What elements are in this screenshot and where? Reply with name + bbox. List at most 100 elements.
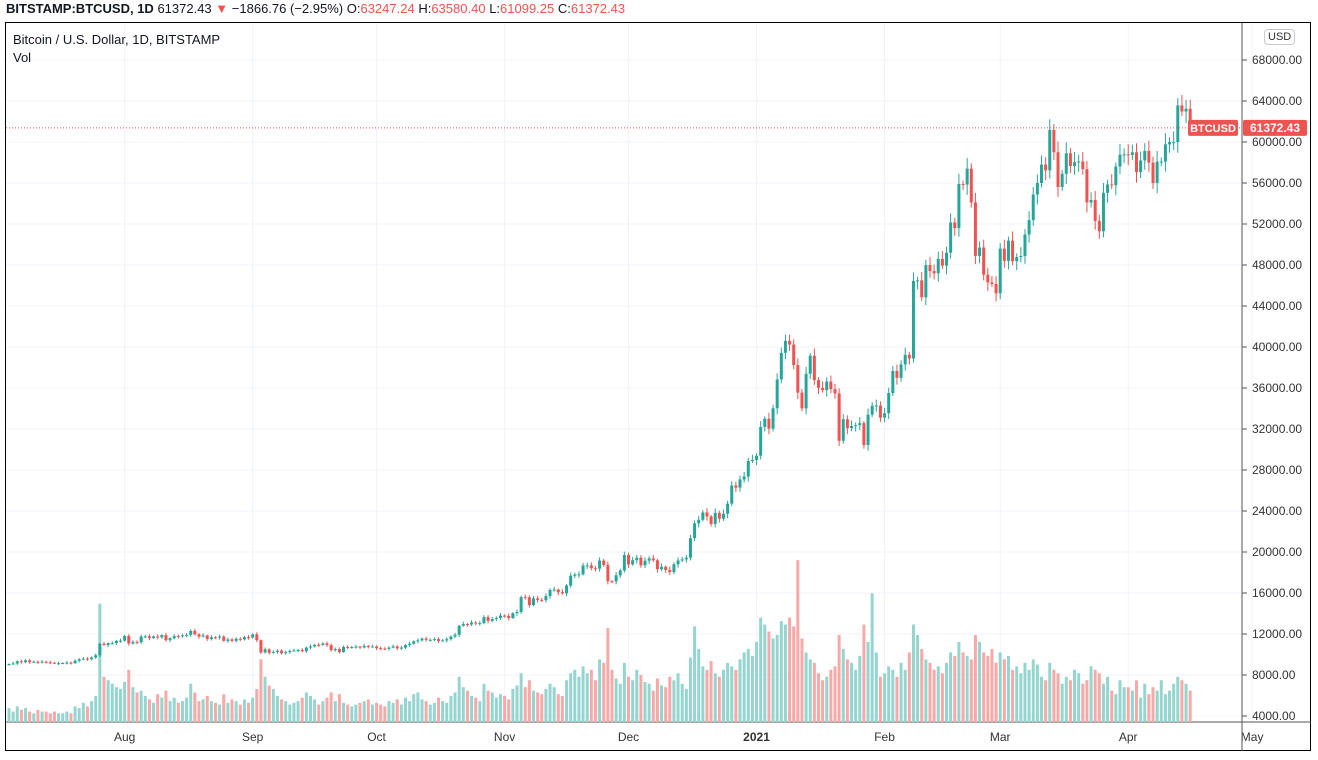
candle	[598, 557, 602, 572]
candle-body	[218, 636, 222, 638]
volume-bar	[1118, 680, 1122, 722]
candle-body	[895, 370, 899, 378]
candle-body	[627, 555, 630, 565]
candle	[684, 554, 688, 563]
volume-bar	[928, 662, 932, 722]
symbol-name: BITSTAMP:BTCUSD, 1D	[6, 1, 154, 16]
candle-body	[507, 615, 511, 619]
volume-bar	[102, 676, 106, 722]
volume-bar	[465, 690, 469, 722]
candle-body	[77, 659, 81, 661]
candle	[895, 364, 899, 385]
candle-body	[672, 564, 676, 573]
candle	[1151, 156, 1155, 190]
candle	[907, 351, 911, 365]
candle	[1040, 155, 1043, 188]
candle	[275, 649, 279, 654]
candle	[705, 508, 709, 521]
candle-body	[916, 280, 920, 282]
volume-bar	[259, 659, 263, 722]
volume-label: Vol	[13, 50, 32, 65]
volume-bar	[85, 706, 89, 722]
candle-body	[1048, 129, 1052, 171]
volume-bar	[28, 711, 32, 722]
volume-bar	[420, 699, 424, 722]
candle-body	[15, 661, 19, 664]
volume-bar	[52, 711, 56, 722]
candle-body	[490, 619, 494, 621]
candle-body	[333, 649, 337, 651]
volume-bar	[878, 676, 882, 722]
candle	[1027, 211, 1031, 243]
volume-bar	[461, 687, 465, 722]
volume-bar	[883, 673, 887, 722]
candle-body	[32, 661, 36, 663]
volume-bar	[1015, 666, 1019, 722]
candle	[957, 173, 961, 237]
candle-body	[548, 589, 552, 597]
volume-bar	[288, 704, 292, 722]
candle-body	[750, 459, 754, 461]
candle-body	[28, 660, 32, 663]
candle	[779, 347, 783, 384]
candle	[664, 565, 668, 573]
x-tick-label: May	[1241, 730, 1264, 744]
volume-bar	[907, 652, 911, 722]
volume-bar	[391, 702, 395, 722]
candle-body	[441, 640, 445, 642]
candle	[845, 415, 849, 435]
volume-bar	[147, 699, 151, 722]
volume-bar	[808, 659, 812, 722]
volume-bar	[325, 697, 329, 722]
candle	[560, 589, 564, 595]
candle	[383, 647, 387, 651]
volume-bar	[370, 704, 374, 722]
candle-body	[342, 646, 346, 653]
candle	[614, 572, 618, 585]
candle-body	[668, 569, 672, 573]
candle-body	[854, 425, 858, 427]
volume-bar	[156, 694, 160, 722]
candle-body	[98, 643, 102, 656]
candle	[453, 632, 457, 639]
candle	[284, 650, 288, 655]
candle-body	[296, 649, 300, 651]
candle-body	[1031, 194, 1035, 221]
candle-body	[317, 644, 321, 646]
candle-body	[1139, 160, 1143, 173]
candle-body	[870, 405, 874, 415]
candle-body	[337, 649, 341, 653]
candle	[990, 276, 994, 288]
candle-body	[432, 639, 436, 641]
candle	[668, 566, 672, 575]
currency-button[interactable]: USD	[1264, 29, 1296, 45]
candle-body	[119, 640, 123, 642]
volume-bar	[1031, 659, 1035, 722]
candle	[1044, 157, 1048, 181]
candle-body	[1040, 164, 1043, 183]
y-tick-label: 16000.00	[1252, 586, 1302, 600]
candle	[329, 643, 333, 652]
candle-body	[581, 565, 585, 575]
candle	[1031, 187, 1035, 226]
candle-body	[420, 638, 424, 641]
candle-body	[573, 574, 577, 576]
volume-bar	[1027, 669, 1031, 722]
volume-bar	[507, 699, 511, 722]
volume-bar	[602, 662, 606, 722]
volume-bar	[631, 680, 635, 722]
volume-bar	[899, 662, 903, 722]
chart-frame	[5, 22, 1311, 751]
candle	[218, 634, 222, 640]
candle-body	[445, 639, 449, 641]
volume-bar	[119, 688, 123, 722]
volume-bar	[1011, 669, 1015, 722]
candle-body	[40, 661, 44, 663]
candle-body	[176, 636, 180, 638]
volume-bar	[449, 695, 453, 722]
candle	[573, 572, 577, 579]
candle	[193, 628, 197, 636]
candle-body	[1110, 184, 1114, 186]
candle-body	[552, 589, 556, 591]
